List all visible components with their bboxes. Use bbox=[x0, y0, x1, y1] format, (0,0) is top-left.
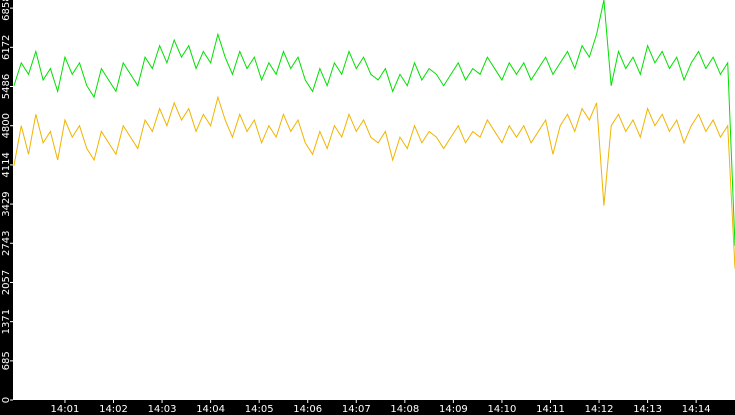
y-tick-label: 0 bbox=[1, 397, 12, 403]
y-tick-label: 6172 bbox=[1, 35, 12, 60]
y-tick-label: 2743 bbox=[1, 231, 12, 256]
y-tick-label: 3429 bbox=[1, 191, 12, 216]
y-tick-label: 685 bbox=[1, 351, 12, 370]
x-tick-label: 14:03 bbox=[148, 404, 177, 415]
x-tick-label: 14:05 bbox=[245, 404, 274, 415]
x-tick-label: 14:08 bbox=[390, 404, 419, 415]
series-line bbox=[13, 0, 735, 246]
x-tick-label: 14:09 bbox=[439, 404, 468, 415]
x-tick-label: 14:01 bbox=[51, 404, 80, 415]
x-tick-label: 14:10 bbox=[488, 404, 517, 415]
x-tick-label: 14:02 bbox=[99, 404, 128, 415]
series-line bbox=[13, 95, 735, 269]
y-tick-label: 2057 bbox=[1, 270, 12, 295]
x-axis-band bbox=[0, 400, 735, 415]
x-tick-label: 14:14 bbox=[682, 404, 711, 415]
x-tick-label: 14:12 bbox=[585, 404, 614, 415]
x-tick-label: 14:04 bbox=[196, 404, 225, 415]
y-axis-band bbox=[0, 0, 13, 415]
y-tick-label: 5486 bbox=[1, 74, 12, 99]
y-tick-label: 1371 bbox=[1, 309, 12, 334]
x-tick-label: 14:06 bbox=[293, 404, 322, 415]
x-tick-label: 14:13 bbox=[633, 404, 662, 415]
y-tick-label: 4800 bbox=[1, 113, 12, 138]
x-tick-label: 14:11 bbox=[536, 404, 565, 415]
x-tick-label: 14:07 bbox=[342, 404, 371, 415]
y-tick-label: 6858 bbox=[1, 0, 12, 21]
y-tick-label: 4114 bbox=[1, 152, 12, 177]
